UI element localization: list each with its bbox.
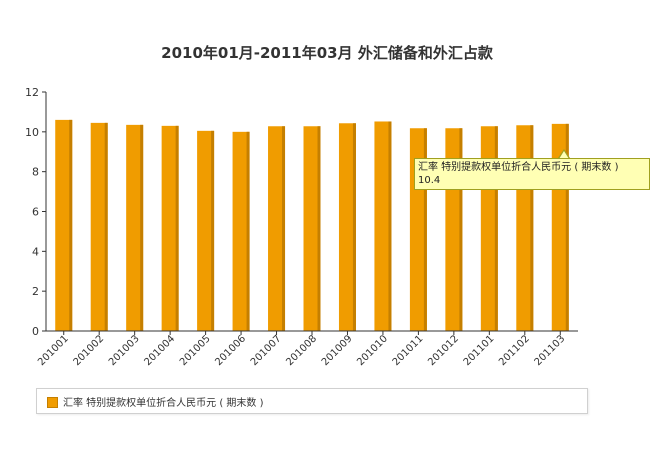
tooltip: 汇率 特别提款权单位折合人民币元 ( 期末数 ) 10.4: [414, 158, 650, 190]
bar[interactable]: [126, 124, 144, 331]
x-tick-label: 201012: [426, 333, 461, 368]
bar-shade: [104, 122, 108, 331]
bar-shade: [459, 128, 463, 331]
tooltip-value: 10.4: [418, 175, 441, 186]
bar-shade: [565, 123, 569, 331]
bar-shade: [246, 131, 250, 331]
bar[interactable]: [161, 125, 179, 331]
bar-shade: [282, 126, 286, 331]
legend-label[interactable]: 汇率 特别提款权单位折合人民币元 ( 期末数 ): [63, 398, 264, 409]
bar[interactable]: [232, 131, 250, 331]
bar-shade: [69, 119, 73, 331]
x-tick-label: 201101: [462, 333, 497, 368]
bar-shade: [140, 124, 144, 331]
bar-shade: [317, 126, 321, 331]
x-tick-label: 201103: [533, 333, 568, 368]
bar[interactable]: [303, 126, 321, 331]
bar-shade: [175, 125, 179, 331]
y-tick-label: 10: [25, 126, 39, 139]
bar[interactable]: [268, 126, 286, 331]
x-tick-label: 201004: [142, 333, 177, 368]
x-tick-label: 201009: [320, 333, 355, 368]
x-tick-label: 201011: [391, 333, 426, 368]
x-tick-label: 201003: [107, 333, 142, 368]
x-tick-label: 201010: [355, 333, 390, 368]
tooltip-label: 汇率 特别提款权单位折合人民币元 ( 期末数 ): [418, 162, 619, 173]
legend-swatch: [47, 397, 58, 408]
x-tick-label: 201102: [497, 333, 532, 368]
x-tick-label: 201007: [249, 333, 284, 368]
bar[interactable]: [374, 121, 392, 331]
bar-shade: [494, 126, 498, 331]
x-tick-label: 201006: [213, 333, 248, 368]
y-tick-label: 4: [32, 245, 39, 258]
bar-shade: [530, 125, 534, 331]
bar-shade: [423, 128, 427, 331]
legend: 汇率 特别提款权单位折合人民币元 ( 期末数 ): [36, 388, 588, 414]
bar-shade: [388, 121, 392, 331]
y-tick-label: 2: [32, 285, 39, 298]
y-tick-label: 8: [32, 166, 39, 179]
y-tick-label: 12: [25, 86, 39, 99]
bar[interactable]: [338, 123, 356, 331]
bar[interactable]: [55, 119, 73, 331]
tooltip-pointer-inner: [559, 151, 569, 159]
x-tick-label: 201002: [72, 333, 107, 368]
bar[interactable]: [197, 130, 215, 331]
y-tick-label: 0: [32, 325, 39, 338]
x-tick-label: 201005: [178, 333, 213, 368]
bar[interactable]: [90, 122, 108, 331]
bar-shade: [352, 123, 356, 331]
x-tick-label: 201008: [284, 333, 319, 368]
bar-shade: [211, 130, 215, 331]
x-tick-label: 201001: [36, 333, 71, 368]
chart-title: 2010年01月-2011年03月 外汇储备和外汇占款: [161, 44, 493, 62]
y-tick-label: 6: [32, 206, 39, 219]
